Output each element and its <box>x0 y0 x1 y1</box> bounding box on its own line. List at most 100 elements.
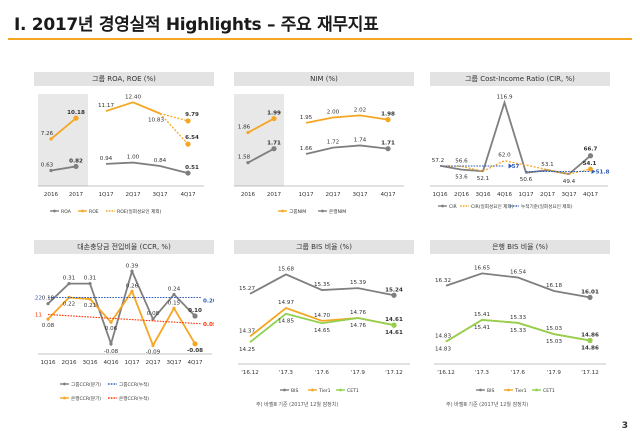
x-tick-label: 4Q17 <box>187 360 203 366</box>
x-tick-label: 2Q17 <box>125 192 141 198</box>
nim-chart-title: NIM (%) <box>234 72 414 86</box>
bank-ccr-point <box>172 306 176 310</box>
legend-bis-marker <box>283 388 286 392</box>
legend-bis-marker <box>479 388 482 392</box>
group-ccr-point <box>130 269 134 273</box>
bank-ccr-point <box>130 289 134 293</box>
group-bis-chart-title: 그룹 BIS 비율 (%) <box>234 240 414 254</box>
bank-bis-cet1-data-label: 14.86 <box>581 346 599 352</box>
bank-ccr-cumulative-data-label: 0.05 <box>203 322 214 328</box>
x-tick-label: 1Q16 <box>432 192 448 198</box>
nim-data-label: 1.86 <box>238 125 251 131</box>
bank-bis-tier1-data-label: 14.83 <box>435 334 451 340</box>
legend-roe-marker <box>81 209 84 213</box>
x-tick-label: 1Q17 <box>298 192 314 198</box>
x-tick-label: 1Q16 <box>40 360 56 366</box>
bank-ccr-point <box>109 320 113 324</box>
cir-data-label: 52.1 <box>477 176 490 182</box>
x-tick-label: 3Q16 <box>82 360 98 366</box>
cir-cumulative-arrow <box>508 163 513 169</box>
legend-cir-label: CIR(일회성요인 제외) <box>471 203 514 210</box>
nim-annual-point <box>271 115 277 122</box>
x-tick-label: 1Q17 <box>124 360 140 366</box>
bank-ccr-point <box>192 341 198 347</box>
legend-tier1-marker <box>507 388 510 392</box>
roa-data-label: 0.63 <box>41 163 54 169</box>
x-tick-label: 3Q17 <box>152 192 168 198</box>
bank-bis-bis-data-label: 16.18 <box>546 283 562 289</box>
nim-quarterly-point <box>385 146 391 152</box>
x-tick-label: 2Q16 <box>454 192 470 198</box>
group-bis-chart: '16.12 '17.3 '17.6 '17.9 '17.12 15.27 15.68 15.… <box>238 266 410 394</box>
bank-bis-tier1-data-label: 15.41 <box>474 312 490 318</box>
group-bis-bis-line <box>249 273 395 297</box>
legend-ccr-marker <box>63 396 66 400</box>
x-tick-label: 1Q17 <box>98 192 114 198</box>
roe-quarterly-line <box>105 101 161 115</box>
x-tick-label: '17.12 <box>385 370 403 376</box>
group-ccr-point <box>192 313 198 319</box>
bank-bis-footnote: 주) 바젤Ⅲ 기준 (2017년 12월 잠정치) <box>446 402 529 408</box>
roa-quarterly-line <box>105 161 189 174</box>
nim-annual-point <box>246 130 250 135</box>
group-ccr-data-label: 0.10 <box>188 308 202 314</box>
bank-ccr-point <box>46 317 50 321</box>
bank-bis-cet1-point <box>587 337 593 344</box>
bank-bis-bis-data-label: 16.65 <box>474 265 490 271</box>
legend-cet1-label: CET1 <box>347 388 359 394</box>
cir-excl-data-label: 56.6 <box>455 158 468 164</box>
group-ccr-data-label: 0.24 <box>168 286 181 292</box>
x-tick-label: 3Q17 <box>166 360 182 366</box>
nim-data-label: 1.58 <box>238 155 251 161</box>
group-bis-panel: 그룹 BIS 비율 (%) '16.12 '17.3 '17.6 '17.9 '17.1… <box>234 240 414 400</box>
nim-data-label: 1.72 <box>327 140 339 146</box>
group-bis-cet1-data-label: 14.25 <box>239 347 255 353</box>
roe-excl2-quarterly-point <box>185 141 191 147</box>
nim-quarterly-line <box>305 144 389 155</box>
x-tick-label: '16.12 <box>241 370 259 376</box>
roa-annual-point <box>73 163 79 170</box>
bank-ccr-data-label: 0.08 <box>42 323 55 329</box>
x-tick-label: 2016 <box>241 192 256 198</box>
roa-data-label: 1.00 <box>127 155 140 161</box>
roa-annual-line <box>50 165 77 172</box>
nim-panel: NIM (%) 2016 2017 1Q17 2Q17 3Q17 4Q17 1.86 1.99… <box>234 72 414 222</box>
nim-data-label: 2.00 <box>327 110 340 116</box>
legend-cir-marker <box>441 204 444 208</box>
cir-data-label: 50.6 <box>520 177 533 183</box>
bank-bis-cet1-data-label: 15.41 <box>474 325 490 331</box>
legend-cet1-marker <box>339 388 342 392</box>
legend-nim-label: 그룹NIM <box>289 209 306 215</box>
bank-bis-bis-point <box>587 294 593 300</box>
ccr-chart-title: 대손충당금 전입비율 (CCR, %) <box>34 240 214 254</box>
bank-ccr-cumulative-data-label: 0.11 <box>34 312 42 318</box>
roe-data-label: 12.40 <box>125 94 141 100</box>
group-bis-bis-data-label: 15.39 <box>350 280 366 286</box>
roe-data-label: 11.17 <box>98 103 114 109</box>
group-ccr-point <box>67 282 71 286</box>
roe-excl2-quarterly-line <box>159 113 189 145</box>
page-number: 3 <box>621 421 628 431</box>
cir-excl-data-label: 54.1 <box>583 161 597 167</box>
legend-nim-label: 은행NIM <box>329 208 346 215</box>
roe-data-label: 10.18 <box>67 110 85 116</box>
group-bis-bis-data-label: 15.24 <box>385 287 403 293</box>
bank-bis-cet1-line <box>445 318 591 343</box>
group-bis-cet1-data-label: 14.61 <box>385 330 403 336</box>
roa-roe-panel: 그룹 ROA, ROE (%) 2016 2017 1Q17 2Q17 3Q17 4Q17… <box>34 72 214 222</box>
bank-ccr-line <box>47 289 196 348</box>
legend-roe-label: ROE <box>89 209 99 215</box>
legend-ccr-label: 은행CCR(분기) <box>71 395 101 402</box>
legend-roa-marker <box>53 209 56 213</box>
nim-chart: 2016 2017 1Q17 2Q17 3Q17 4Q17 1.86 1.99 1.95 2.00… <box>234 94 404 215</box>
bank-ccr-data-label: 0.26 <box>126 283 139 289</box>
x-tick-label: 2Q17 <box>325 192 341 198</box>
nim-annual-line <box>247 147 275 164</box>
bank-ccr-data-label: -0.09 <box>146 349 161 355</box>
x-tick-label: 2016 <box>44 192 59 198</box>
roe-data-label: 7.26 <box>41 131 54 137</box>
nim-data-label: 1.71 <box>381 141 395 147</box>
legend-ccr-marker <box>63 382 66 386</box>
page-title: Ⅰ. 2017년 경영실적 Highlights – 주요 재무지표 <box>14 15 379 35</box>
nim-data-label: 1.99 <box>267 111 281 117</box>
